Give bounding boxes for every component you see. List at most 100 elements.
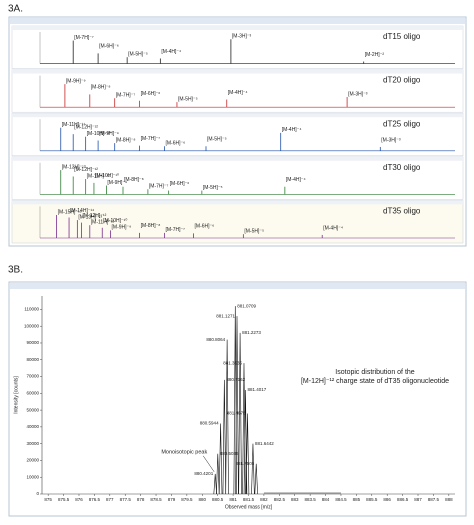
peak-label: [M-15H]⁻¹⁵	[58, 209, 82, 215]
trace-name: dT15 oligo	[383, 32, 421, 41]
trace-header	[12, 69, 463, 74]
peak-label: [M-12H]⁻¹²	[74, 167, 98, 173]
panel-label: 3B.	[8, 265, 23, 276]
peak-label: [M-8H]⁻⁸	[141, 223, 161, 229]
peak-label: [M-8H]⁻⁸	[116, 137, 136, 143]
peak-label: [M-8H]⁻⁸	[124, 177, 144, 183]
peak-label: [M-3H]⁻³	[348, 91, 368, 97]
trace-name: dT20 oligo	[383, 76, 421, 85]
peak-label: [M-4H]⁻⁴	[323, 225, 343, 231]
y-tick-label: 100000	[24, 323, 40, 328]
y-tick-label: 80000	[26, 357, 39, 362]
title-bar	[10, 18, 465, 24]
peak-label: [M-11H]⁻¹¹	[62, 122, 86, 128]
x-tick-label: 878.5	[150, 497, 162, 502]
peak-label: [M-6H]⁻⁶	[170, 181, 190, 187]
y-tick-label: 50000	[26, 407, 39, 412]
note-arrow	[203, 455, 215, 473]
panel-label: 3A.	[8, 4, 23, 15]
peak-label: [M-9H]⁻⁹	[66, 78, 86, 84]
x-tick-label: 879	[168, 497, 176, 502]
y-tick-label: 0	[36, 491, 39, 496]
x-tick-label: 883	[291, 497, 299, 502]
peak-label: [M-4H]⁻⁴	[282, 127, 302, 133]
peak-label: [M-10H]⁻¹⁰	[95, 173, 119, 179]
peak-label: [M-4H]⁻⁴	[286, 177, 306, 183]
peak-label: [M-5H]⁻⁵	[178, 96, 198, 102]
x-tick-label: 881.5	[243, 497, 255, 502]
peak-label: [M-3H]⁻³	[232, 34, 252, 40]
y-tick-label: 70000	[26, 374, 39, 379]
trace-header	[12, 200, 463, 205]
peak	[216, 453, 220, 495]
peak	[251, 443, 255, 495]
x-tick-label: 879.5	[181, 497, 193, 502]
trace-name: dT35 oligo	[383, 207, 421, 216]
peak-label: [M-11H]⁻¹¹	[87, 173, 111, 179]
peak-label: [M-6H]⁻⁶	[195, 224, 215, 230]
x-tick-label: 886	[383, 497, 391, 502]
x-tick-label: 884.5	[335, 497, 347, 502]
peak-label: [M-14H]⁻¹⁴	[70, 208, 94, 214]
peak-label: 881.4017	[247, 387, 266, 392]
x-tick-label: 878	[137, 497, 145, 502]
peak-label: [M-9H]⁻⁹	[112, 225, 132, 231]
peak-label: 881.6442	[255, 441, 274, 446]
trace-header	[12, 156, 463, 161]
x-axis-title: Observed mass [m/z]	[225, 504, 273, 510]
x-tick-label: 876.5	[89, 497, 101, 502]
peak-label: [M-3H]⁻³	[381, 137, 401, 143]
peak-label: 880.8064	[206, 337, 225, 342]
x-tick-label: 886.5	[397, 497, 409, 502]
trace-panel	[11, 112, 464, 157]
peak-label: 881.1271	[216, 313, 235, 318]
y-tick-label: 110000	[24, 307, 39, 312]
x-tick-label: 882	[260, 497, 268, 502]
peak	[245, 413, 250, 495]
y-tick-label: 40000	[26, 424, 39, 429]
x-tick-label: 884	[322, 497, 330, 502]
peak-label: [M-8H]⁻⁸	[91, 85, 111, 91]
peak-label: [M-5H]⁻⁵	[207, 137, 227, 143]
y-tick-label: 60000	[26, 391, 39, 396]
x-tick-label: 875	[44, 497, 52, 502]
trace-panel	[11, 69, 464, 113]
peak-label: [M-7H]⁻⁷	[141, 136, 161, 142]
peak	[243, 389, 248, 495]
y-tick-label: 20000	[26, 458, 39, 463]
peak-label: [M-6H]⁻⁶	[99, 44, 119, 50]
x-tick-label: 888	[445, 497, 453, 502]
peak	[222, 379, 227, 495]
peak-label: 881.3535	[223, 360, 242, 365]
x-tick-label: 882.5	[274, 497, 286, 502]
x-tick-label: 883.5	[305, 497, 317, 502]
trace-name: dT30 oligo	[383, 163, 421, 172]
title-bar	[10, 283, 465, 289]
peak	[254, 463, 258, 495]
y-axis-title: Intensity [counts]	[13, 376, 19, 414]
peak-label: [M-4H]⁻⁴	[161, 49, 181, 55]
trace-header	[12, 113, 463, 118]
x-tick-label: 877	[106, 497, 114, 502]
peak-note: Monoisotopic peak	[161, 449, 207, 455]
peak-label: [M-12H]⁻¹²	[74, 124, 98, 130]
peak-label: 881.7506	[235, 461, 254, 466]
x-tick-label: 880.5	[212, 497, 224, 502]
peak-label: [M-6H]⁻⁶	[166, 141, 186, 147]
peak-label: [M-10H]⁻¹⁰	[87, 131, 111, 137]
peak-label: [M-7H]⁻⁷	[149, 184, 169, 190]
peak-label: [M-5H]⁻⁵	[203, 185, 223, 191]
peak-label: [M-6H]⁻⁶	[141, 91, 161, 97]
peak-label: [M-7H]⁻⁷	[166, 227, 186, 233]
peak-label: [M-5H]⁻⁵	[244, 228, 264, 234]
x-tick-label: 876	[75, 497, 83, 502]
peak-label: 880.5036	[220, 451, 239, 456]
peak-label: [M-11H]⁻¹¹	[91, 220, 115, 226]
peak-label: [M-2H]⁻²	[365, 52, 385, 58]
peak-label: 880.5944	[200, 421, 219, 426]
peak-label: [M-13H]⁻¹³	[78, 214, 102, 220]
x-tick-label: 877.5	[120, 497, 132, 502]
x-tick-label: 887	[414, 497, 422, 502]
trace-panel	[11, 156, 464, 200]
